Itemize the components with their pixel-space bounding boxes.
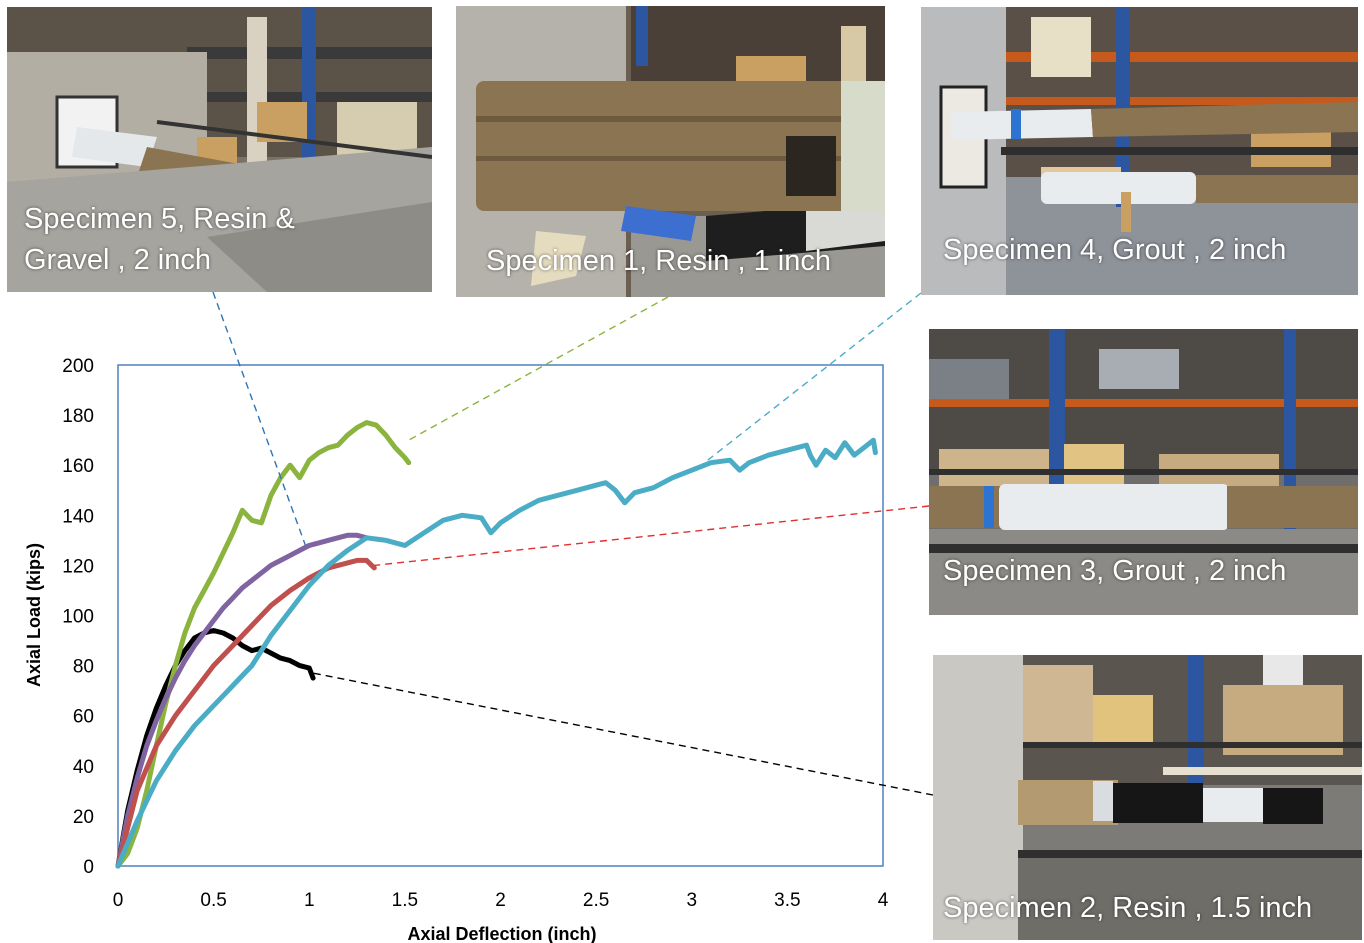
x-tick-label: 2 [495, 890, 506, 911]
specimen-4-image [921, 7, 1358, 295]
series-line-3 [115, 532, 370, 869]
caption-line: Specimen 5, Resin & [24, 203, 295, 235]
y-tick-label: 60 [73, 707, 94, 728]
specimen-3-image [929, 329, 1358, 615]
series-line-4 [115, 557, 377, 869]
plot-area [117, 364, 884, 867]
caption-line: Specimen 1, Resin , 1 inch [486, 245, 831, 277]
photo-specimen-3: Specimen 3, Grout , 2 inch [929, 329, 1358, 615]
photo-specimen-2: Specimen 2, Resin , 1.5 inch [933, 655, 1362, 940]
series-line-1 [115, 628, 316, 869]
callout-line [700, 292, 922, 466]
specimen-2-image [933, 655, 1362, 940]
x-tick-label: 3.5 [774, 890, 800, 911]
y-tick-label: 100 [62, 607, 94, 628]
photo-specimen-1: Specimen 1, Resin , 1 inch [456, 6, 885, 297]
caption-specimen-2: Specimen 2, Resin , 1.5 inch [943, 888, 1312, 929]
callout-line [212, 291, 307, 546]
callout-line [374, 505, 930, 567]
specimen-5-image [7, 7, 432, 292]
photo-callout-lines [212, 291, 934, 796]
caption-line: Specimen 3, Grout , 2 inch [943, 555, 1287, 587]
x-tick-label: 4 [878, 890, 889, 911]
x-tick-label: 1 [304, 890, 315, 911]
x-axis-label: Axial Deflection (inch) [407, 924, 596, 943]
caption-specimen-4: Specimen 4, Grout , 2 inch [943, 230, 1286, 271]
x-tick-label: 2.5 [583, 890, 609, 911]
caption-specimen-5: Specimen 5, Resin & Gravel , 2 inch [24, 199, 295, 281]
y-axis-label: Axial Load (kips) [24, 543, 44, 687]
chart-series [115, 420, 878, 869]
callout-line [312, 672, 934, 796]
chart-axes: 0 0.5 1 1.5 2 2.5 3 3.5 402040608010012014016018… [62, 356, 888, 911]
y-tick-label: 20 [73, 807, 94, 828]
photo-specimen-5: Specimen 5, Resin & Gravel , 2 inch [7, 7, 432, 292]
y-tick-label: 140 [62, 506, 94, 527]
y-tick-label: 180 [62, 406, 94, 427]
y-tick-label: 200 [62, 356, 94, 377]
x-tick-label: 3 [686, 890, 697, 911]
x-tick-label: 1.5 [392, 890, 418, 911]
y-tick-label: 40 [73, 757, 94, 778]
y-tick-label: 120 [62, 556, 94, 577]
caption-line: Specimen 4, Grout , 2 inch [943, 234, 1287, 266]
series-line-5 [115, 437, 878, 869]
caption-specimen-3: Specimen 3, Grout , 2 inch [943, 551, 1286, 592]
y-tick-label: 0 [83, 857, 94, 878]
photo-specimen-4: Specimen 4, Grout , 2 inch [921, 7, 1358, 295]
caption-specimen-1: Specimen 1, Resin , 1 inch [486, 241, 831, 282]
caption-line: Specimen 2, Resin , 1.5 inch [943, 892, 1313, 924]
callout-line [408, 296, 669, 441]
y-tick-label: 80 [73, 657, 94, 678]
caption-line: Gravel , 2 inch [24, 244, 211, 276]
specimen-1-image [456, 6, 885, 297]
x-tick-label: 0.5 [200, 890, 226, 911]
y-tick-label: 160 [62, 456, 94, 477]
x-tick-label: 0 [113, 890, 124, 911]
